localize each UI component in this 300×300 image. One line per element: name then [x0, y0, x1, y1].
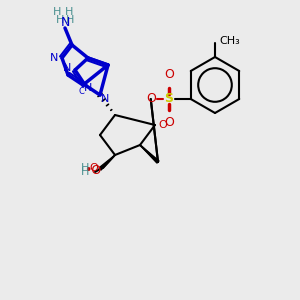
Polygon shape — [99, 155, 115, 170]
Text: N: N — [60, 16, 70, 29]
Text: O: O — [159, 120, 167, 130]
Text: H: H — [81, 167, 89, 177]
Text: C: C — [78, 86, 84, 95]
Text: O: O — [164, 68, 174, 82]
Text: •O: •O — [84, 164, 102, 178]
Text: S: S — [164, 92, 173, 106]
Text: CH₃: CH₃ — [219, 36, 240, 46]
Text: O: O — [90, 163, 98, 173]
Text: O: O — [146, 92, 156, 106]
Polygon shape — [140, 145, 159, 163]
Text: H: H — [81, 163, 89, 173]
Text: H: H — [53, 7, 61, 17]
Text: H: H — [56, 15, 64, 25]
Text: N: N — [63, 63, 71, 73]
Text: N: N — [84, 83, 92, 93]
Text: H: H — [66, 15, 74, 25]
Text: N: N — [50, 53, 58, 63]
Text: H: H — [65, 7, 73, 17]
Text: N: N — [101, 94, 109, 104]
Text: O: O — [164, 116, 174, 130]
